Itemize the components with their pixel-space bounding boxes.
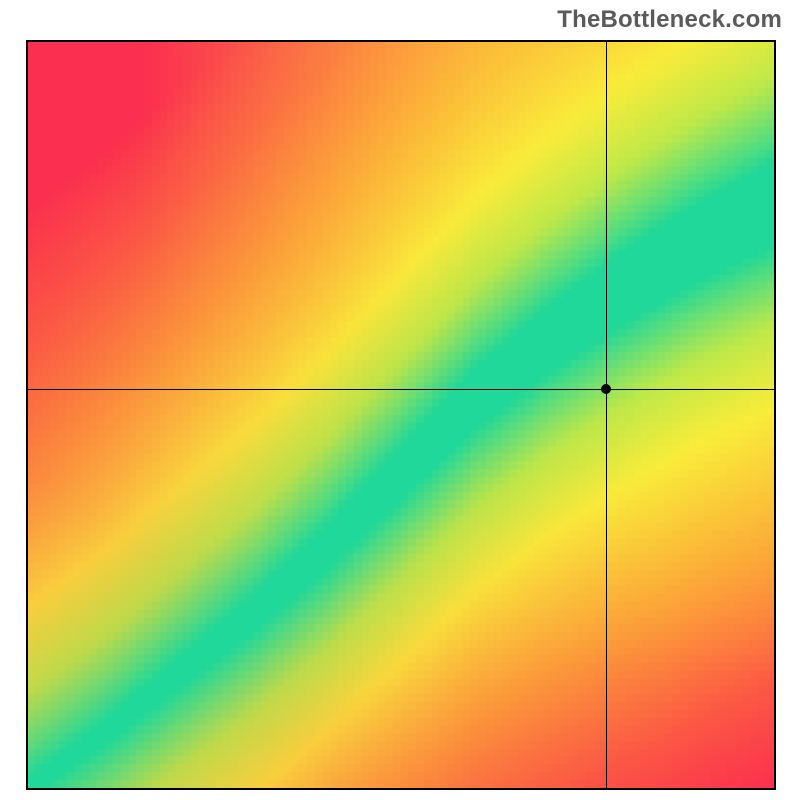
heatmap-plot-area <box>26 40 776 790</box>
heatmap-canvas <box>28 42 774 788</box>
marker-point <box>601 384 611 394</box>
crosshair-vertical <box>606 42 607 788</box>
chart-container: TheBottleneck.com <box>0 0 800 800</box>
crosshair-horizontal <box>28 389 774 390</box>
watermark-text: TheBottleneck.com <box>557 6 782 34</box>
